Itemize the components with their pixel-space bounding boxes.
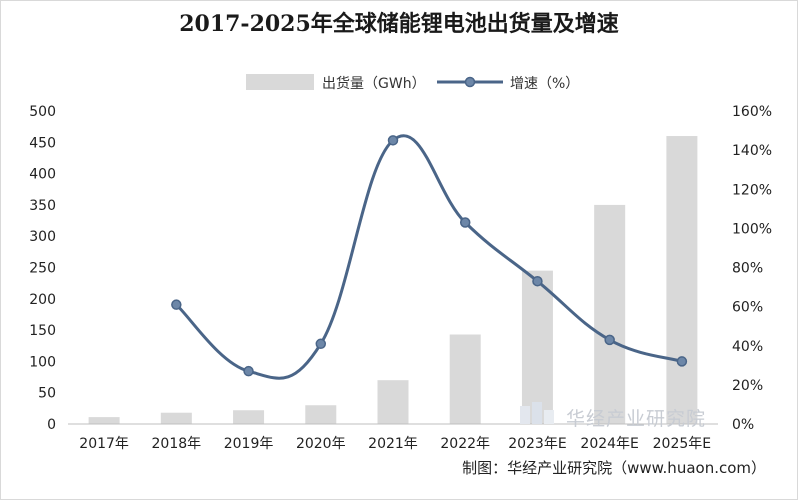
y-left-tick: 300 — [29, 229, 56, 245]
y-right-tick: 140% — [732, 143, 772, 159]
y-left-tick: 500 — [29, 104, 56, 120]
growth-point-7 — [604, 334, 615, 346]
y-right-tick: 80% — [732, 261, 763, 277]
y-left-tick: 250 — [29, 261, 56, 277]
x-tick-label: 2020年 — [296, 436, 346, 452]
bar-5 — [449, 334, 481, 424]
growth-point-1 — [171, 299, 182, 310]
bar-0 — [88, 417, 120, 424]
legend-bar-swatch — [246, 74, 314, 90]
bar-7 — [594, 204, 626, 424]
chart-title: 2017-2025年全球储能锂电池出货量及增速 — [179, 11, 619, 37]
y-left-tick: 150 — [29, 323, 56, 339]
watermark-logo-icon — [520, 402, 554, 424]
x-tick-label: 2025年E — [653, 436, 711, 452]
bar-3 — [305, 405, 337, 424]
x-tick-label: 2019年 — [224, 436, 274, 452]
legend-line-label: 增速（%） — [510, 76, 579, 92]
x-tick-label: 2021年 — [368, 436, 418, 452]
watermark-text: 华经产业研究院 — [566, 408, 707, 430]
growth-point-5 — [459, 217, 471, 228]
y-left-tick: 400 — [29, 167, 56, 183]
y-right-tick: 40% — [732, 339, 763, 355]
bar-1 — [160, 412, 192, 424]
legend-line-marker — [464, 76, 476, 88]
y-right-tick: 0% — [732, 417, 754, 433]
bar-2 — [233, 410, 265, 424]
y-left-tick: 0 — [47, 417, 56, 433]
x-tick-label: 2024年E — [580, 436, 638, 452]
x-tick-label: 2023年E — [508, 436, 566, 452]
x-tick-label: 2017年 — [79, 436, 129, 452]
source-note: 制图：华经产业研究院（www.huaon.com） — [462, 459, 766, 477]
growth-point-4 — [387, 135, 399, 146]
growth-point-3 — [315, 338, 327, 350]
y-right-tick: 20% — [732, 378, 763, 394]
growth-point-2 — [243, 365, 254, 377]
legend: 出货量（GWh） 增速（%） — [246, 74, 579, 92]
y-left-tick: 350 — [29, 198, 56, 214]
y-right-tick: 120% — [732, 182, 772, 198]
y-right-tick: 160% — [732, 104, 772, 120]
bar-6 — [521, 270, 553, 424]
legend-bar-label: 出货量（GWh） — [322, 75, 426, 92]
growth-line — [175, 134, 683, 380]
x-tick-label: 2022年 — [440, 436, 490, 452]
y-left-tick: 200 — [29, 292, 56, 308]
y-left-tick: 450 — [29, 135, 56, 151]
x-tick-label: 2018年 — [152, 436, 202, 452]
y-left-tick: 50 — [38, 386, 56, 402]
growth-point-6 — [532, 275, 543, 287]
growth-point-8 — [676, 356, 688, 367]
y-right-tick: 60% — [732, 300, 763, 316]
bar-4 — [377, 380, 409, 424]
y-left-tick: 100 — [29, 354, 56, 370]
bar-8 — [666, 136, 698, 425]
y-right-tick: 100% — [732, 221, 772, 237]
